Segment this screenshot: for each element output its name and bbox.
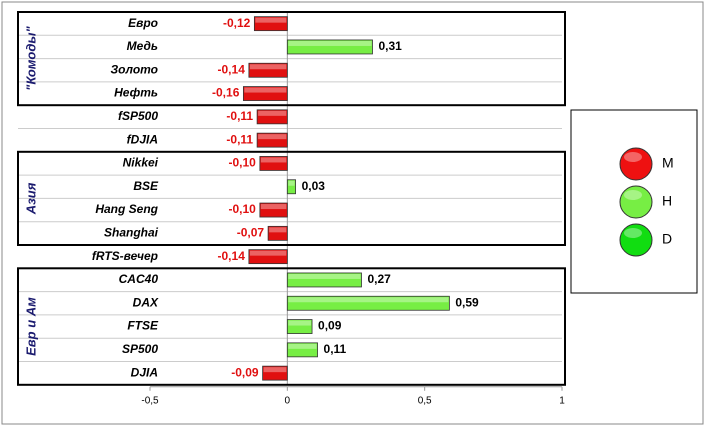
y-tick-label: FTSE [127, 319, 159, 333]
x-tick-label: -0,5 [141, 395, 159, 406]
bar [259, 156, 288, 171]
group-label: "Комоды" [23, 26, 38, 91]
value-label: -0,16 [212, 86, 240, 100]
bar [248, 62, 288, 78]
bar-shine [269, 227, 287, 233]
y-tick-label: DAX [133, 295, 159, 309]
bar-shine [288, 40, 372, 46]
x-tick-label: 0 [285, 395, 291, 406]
value-label: 0,11 [324, 342, 347, 356]
bar [286, 342, 318, 358]
bar-shine [249, 64, 287, 70]
bar-shine [288, 343, 317, 349]
group-box [17, 150, 566, 246]
y-tick-label: Нефть [114, 86, 158, 100]
legend-marker [619, 223, 653, 257]
x-tick-label: 1 [559, 395, 565, 406]
bar [248, 249, 288, 265]
legend-marker-shine [624, 228, 642, 238]
value-label: -0,10 [229, 202, 257, 216]
bar-shine [288, 297, 449, 303]
bar-shine [263, 367, 287, 373]
y-tick-label: DJIA [131, 365, 158, 379]
legend-marker-shine [624, 152, 642, 162]
bar-shine [255, 17, 287, 23]
bar-shine [288, 320, 312, 326]
bar-shine [244, 87, 287, 93]
value-label: 0,03 [302, 179, 326, 193]
y-tick-label: fSP500 [118, 109, 158, 123]
value-label: -0,14 [218, 62, 246, 76]
bar [253, 16, 288, 32]
legend-marker [619, 147, 653, 181]
value-label: -0,07 [237, 226, 265, 240]
group-box [17, 11, 566, 107]
bar-shine [260, 204, 287, 210]
bar-shine [258, 134, 287, 140]
bar [262, 365, 288, 381]
y-tick-label: Nikkei [123, 156, 159, 170]
bar [286, 319, 313, 334]
group-label: Азия [23, 182, 38, 215]
bar [267, 225, 288, 241]
group-label: Евр и Ам [23, 297, 38, 356]
bar-shine [288, 180, 295, 186]
y-tick-label: CAC40 [119, 272, 159, 286]
value-label: -0,10 [229, 156, 257, 170]
group-box [17, 267, 566, 386]
value-label: -0,11 [226, 132, 253, 146]
value-label: -0,12 [223, 16, 251, 30]
legend-marker [619, 185, 653, 219]
y-tick-label: Евро [128, 16, 158, 30]
value-label: -0,09 [231, 365, 259, 379]
bar [286, 179, 296, 195]
bar [286, 39, 373, 55]
y-tick-label: fDJIA [127, 132, 158, 146]
legend-label: D [662, 231, 672, 247]
value-label: 0,31 [378, 39, 402, 53]
bar [286, 295, 450, 311]
value-label: 0,27 [367, 272, 391, 286]
y-tick-label: Shanghai [104, 226, 159, 240]
legend-marker-shine [624, 190, 642, 200]
bar [256, 109, 288, 125]
value-label: 0,09 [318, 319, 342, 333]
bar [242, 86, 288, 101]
bar-shine [249, 250, 287, 256]
bar [286, 272, 362, 288]
y-tick-label: SP500 [122, 342, 158, 356]
bar-shine [260, 157, 287, 163]
legend-label: M [662, 155, 674, 171]
value-label: 0,59 [455, 295, 479, 309]
y-tick-label: Золото [110, 62, 158, 76]
bar-shine [288, 273, 361, 279]
bar [256, 132, 288, 148]
y-tick-label: BSE [133, 179, 159, 193]
bar-shine [258, 110, 287, 116]
bar [259, 202, 288, 218]
y-tick-label: Hang Seng [95, 202, 158, 216]
y-tick-label: fRTS-вечер [92, 249, 158, 263]
value-label: -0,11 [226, 109, 253, 123]
x-tick-label: 0,5 [418, 395, 432, 406]
legend-label: H [662, 193, 672, 209]
value-label: -0,14 [218, 249, 246, 263]
y-tick-label: Медь [127, 39, 158, 53]
